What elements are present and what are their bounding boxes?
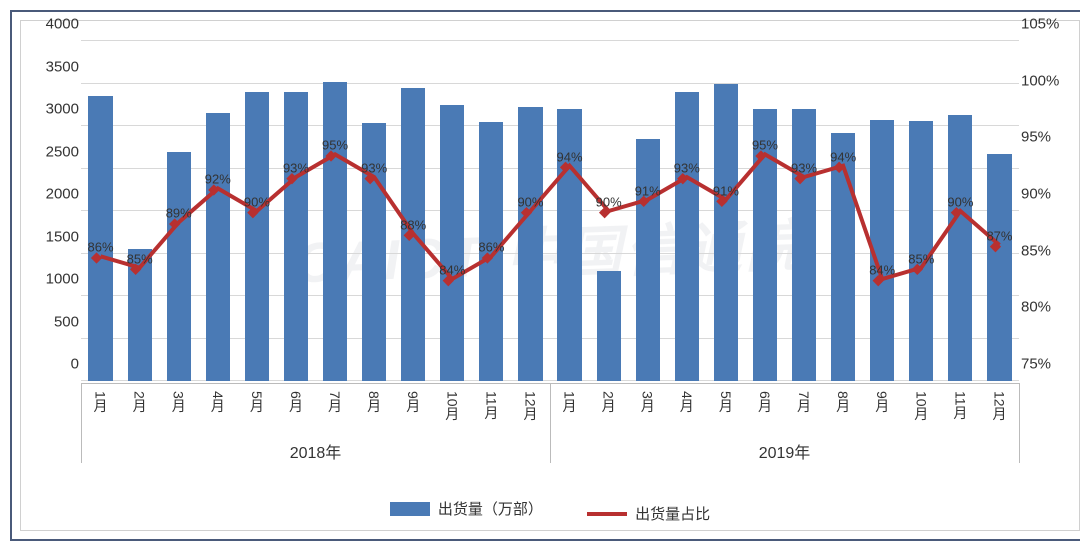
x-tick: 2月 [599,391,619,413]
legend-bar: 出货量（万部） [390,498,543,519]
bar [831,133,855,381]
bar [128,249,152,381]
pct-label: 84% [869,263,895,278]
pct-label: 88% [400,217,426,232]
x-tick: 7月 [794,391,814,413]
y-right-tick: 95% [1021,129,1069,146]
x-tick: 4月 [208,391,228,413]
x-tick: 11月 [481,391,501,420]
y-right-tick: 100% [1021,72,1069,89]
x-tick: 9月 [403,391,423,413]
pct-label: 90% [596,195,622,210]
y-left-tick: 2000 [31,186,79,203]
legend-line-swatch [587,512,627,516]
pct-label: 93% [361,161,387,176]
pct-label: 86% [478,240,504,255]
pct-label: 95% [322,138,348,153]
bar [206,113,230,381]
bar [987,154,1011,381]
y-left-tick: 3000 [31,101,79,118]
bar [714,84,738,382]
year-label: 2019年 [759,439,811,463]
pct-label: 84% [439,263,465,278]
x-tick: 12月 [520,391,540,421]
pct-label: 85% [127,251,153,266]
chart-inner: CAICT 中国信通院 0500100015002000250030003500… [20,20,1080,531]
legend-line: 出货量占比 [587,503,710,524]
pct-label: 90% [244,195,270,210]
x-tick: 3月 [169,391,189,413]
y-left-tick: 2500 [31,143,79,160]
pct-label: 90% [517,195,543,210]
y-left-tick: 500 [31,313,79,330]
y-left-tick: 4000 [31,16,79,33]
pct-label: 85% [908,251,934,266]
x-tick: 3月 [638,391,658,413]
year-label: 2018年 [290,439,342,463]
bar [440,105,464,381]
x-tick: 5月 [716,391,736,413]
x-tick: 1月 [560,391,580,413]
pct-label: 89% [166,206,192,221]
y-right-tick: 90% [1021,186,1069,203]
y-axis-left: 05001000150020002500300035004000 [31,41,79,381]
pct-label: 93% [283,161,309,176]
y-right-tick: 80% [1021,299,1069,316]
bar [792,109,816,381]
chart-container: CAICT 中国信通院 0500100015002000250030003500… [10,10,1080,541]
bars-layer [81,41,1019,381]
pct-label: 91% [713,183,739,198]
x-axis: 1月 2月 3月 4月 5月 6月 7月 8月 9月 10月 11月 12月 1月 2月 3月 4月 5月 6月 7… [81,383,1019,473]
bar [675,92,699,381]
x-tick: 6月 [286,391,306,413]
bar [518,107,542,381]
bar [597,271,621,382]
legend: 出货量（万部） 出货量占比 [21,498,1079,524]
x-tick: 9月 [872,391,892,413]
y-right-tick: 75% [1021,356,1069,373]
bar [284,92,308,381]
y-right-tick: 85% [1021,242,1069,259]
pct-label: 86% [88,240,114,255]
y-left-tick: 0 [31,356,79,373]
x-tick: 8月 [833,391,853,413]
legend-bar-swatch [390,502,430,516]
pct-label: 91% [635,183,661,198]
y-left-tick: 1000 [31,271,79,288]
x-tick: 5月 [247,391,267,413]
pct-label: 93% [674,161,700,176]
x-tick: 6月 [755,391,775,413]
pct-label: 87% [986,229,1012,244]
x-tick: 7月 [325,391,345,413]
x-tick: 12月 [989,391,1009,421]
pct-label: 95% [752,138,778,153]
x-tick: 1月 [91,391,111,413]
pct-label: 92% [205,172,231,187]
y-right-tick: 105% [1021,16,1069,33]
bar [88,96,112,381]
legend-bar-label: 出货量（万部） [438,498,543,519]
x-tick: 10月 [442,391,462,421]
x-tick: 10月 [911,391,931,421]
bar [401,88,425,381]
bar [948,115,972,381]
bar [870,120,894,381]
pct-label: 94% [830,149,856,164]
pct-label: 90% [947,195,973,210]
x-tick: 8月 [364,391,384,413]
bar [323,82,347,381]
x-tick: 4月 [677,391,697,413]
x-tick: 11月 [950,391,970,420]
y-left-tick: 3500 [31,58,79,75]
y-left-tick: 1500 [31,228,79,245]
plot-area: 86% 85% 89% 92% 90% 93% 95% 93% 88% 84% 86% 90% 94% 9… [81,41,1019,381]
pct-label: 94% [557,149,583,164]
y-axis-right: 75%80%85%90%95%100%105% [1021,41,1069,381]
bar [245,92,269,381]
bar [167,152,191,382]
x-tick: 2月 [130,391,150,413]
pct-label: 93% [791,161,817,176]
bar [636,139,660,381]
legend-line-label: 出货量占比 [635,503,710,524]
